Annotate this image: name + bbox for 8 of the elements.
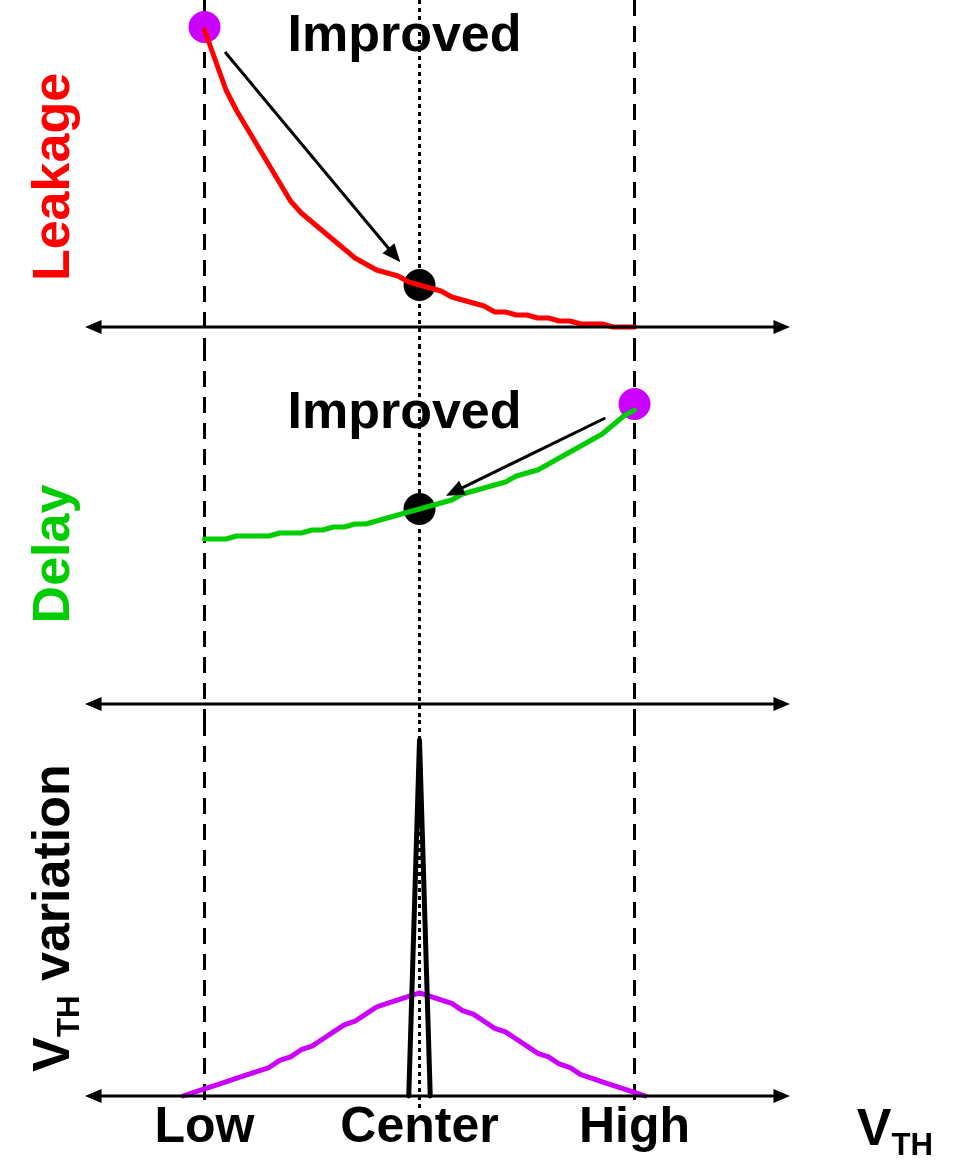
y-axis-title: VTH variation	[22, 764, 87, 1072]
x-tick-label: Center	[340, 1096, 499, 1153]
annotation: Improved	[287, 4, 522, 63]
x-tick-label: Low	[154, 1096, 255, 1153]
annotation: Improved	[287, 381, 522, 440]
x-tick-label: High	[578, 1096, 691, 1153]
y-axis-title: Delay	[22, 484, 81, 624]
y-axis-title: Leakage	[22, 72, 81, 282]
